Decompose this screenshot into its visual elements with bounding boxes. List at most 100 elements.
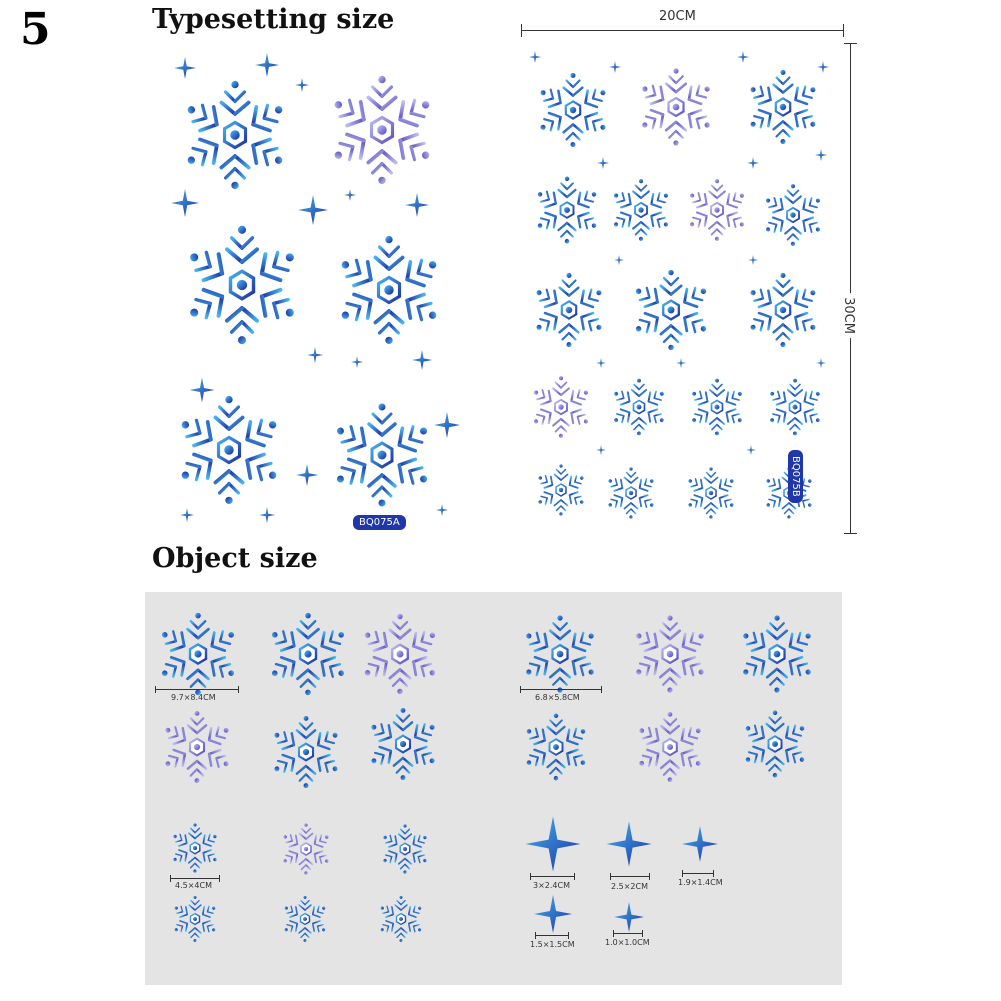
sparkle-star-icon <box>405 193 429 217</box>
snowflake-icon <box>176 396 282 503</box>
snowflake-icon <box>172 896 218 942</box>
sparkle-star-icon <box>180 508 194 522</box>
sparkle-star-icon <box>296 464 318 486</box>
sparkle-star-icon <box>298 195 328 225</box>
sparkle-star-icon <box>737 51 749 63</box>
sparkle-star-icon <box>746 445 756 455</box>
snowflake-icon <box>184 226 301 343</box>
snowflake-icon <box>329 76 435 183</box>
snowflake-icon <box>282 896 328 942</box>
size-label-star-5: 1.0×1.0CM <box>605 938 650 947</box>
snowflake-icon <box>636 712 705 781</box>
sparkle-star-icon <box>815 149 827 161</box>
snowflake-icon <box>182 81 288 188</box>
sparkle-star-icon <box>295 78 309 92</box>
snowflake-icon <box>767 379 823 435</box>
sparkle-star-icon <box>174 57 196 79</box>
sparkle-star-icon <box>412 350 432 370</box>
size-bar <box>535 932 569 939</box>
width-dimension-tick <box>521 24 522 37</box>
sparkle-star-icon <box>816 358 826 368</box>
size-bar <box>610 873 650 880</box>
snowflake-icon <box>531 376 592 437</box>
size-label-large-a: 9.7×8.4CM <box>171 693 216 702</box>
snowflake-icon <box>157 613 238 695</box>
height-dimension-tick <box>844 533 857 534</box>
sparkle-star-icon <box>259 507 275 523</box>
sparkle-star-icon <box>817 61 829 73</box>
sparkle-star-icon <box>747 157 759 169</box>
snowflake-icon <box>742 711 808 777</box>
sticker-sheet-b: BQ075B <box>521 45 839 533</box>
size-label-star-2: 2.5×2CM <box>611 882 649 891</box>
snowflake-icon <box>378 896 424 942</box>
snowflake-icon <box>267 613 348 695</box>
width-dimension-tick <box>843 24 844 37</box>
typesetting-heading: Typesetting size <box>152 4 395 35</box>
snowflake-icon <box>360 614 439 694</box>
size-label-star-3: 1.9×1.4CM <box>678 878 723 887</box>
sparkle-star-icon <box>171 189 199 217</box>
object-size-panel: 9.7×8.4CM 6.8×5.8CM 4.5×4CM 3×2.4CM 2.5×… <box>145 592 842 985</box>
sparkle-star-icon <box>676 358 686 368</box>
sparkle-star-icon <box>434 412 460 438</box>
sparkle-star-icon <box>534 895 572 933</box>
sparkle-star-icon <box>529 51 541 63</box>
width-dimension-label: 20CM <box>655 9 700 24</box>
size-bar <box>682 870 714 877</box>
sparkle-star-icon <box>344 189 356 201</box>
sparkle-star-icon <box>189 377 215 403</box>
snowflake-icon <box>281 824 332 875</box>
snowflake-icon <box>632 616 708 693</box>
snowflake-icon <box>638 69 714 146</box>
sparkle-star-icon <box>596 445 606 455</box>
size-label-star-1: 3×2.4CM <box>533 881 571 890</box>
snowflake-icon <box>523 714 589 780</box>
snowflake-icon <box>687 179 748 240</box>
snowflake-icon <box>611 179 672 240</box>
sparkle-star-icon <box>596 358 606 368</box>
page-number: 5 <box>20 4 51 55</box>
sparkle-star-icon <box>351 356 363 368</box>
sheet-a-code-badge: BQ075A <box>353 515 406 530</box>
snowflake-icon <box>271 716 342 787</box>
snowflake-icon <box>739 616 815 693</box>
snowflake-icon <box>331 404 432 506</box>
snowflake-icon <box>171 824 220 873</box>
snowflake-icon <box>522 616 598 693</box>
size-label-small-a: 4.5×4CM <box>175 881 213 890</box>
sparkle-star-icon <box>682 826 718 862</box>
snowflake-icon <box>536 465 587 516</box>
snowflake-icon <box>368 708 439 779</box>
size-bar <box>520 686 602 693</box>
snowflake-icon <box>689 379 745 435</box>
snowflake-icon <box>381 825 430 874</box>
size-bar <box>530 873 575 880</box>
snowflake-icon <box>747 273 820 346</box>
object-size-heading: Object size <box>152 543 318 574</box>
snowflake-icon <box>534 177 600 243</box>
object-size-artwork <box>145 592 842 985</box>
sparkle-star-icon <box>609 61 621 73</box>
sparkle-star-icon <box>614 902 644 932</box>
sparkle-star-icon <box>748 255 758 265</box>
size-bar <box>155 686 239 693</box>
width-dimension-line <box>521 30 843 31</box>
sticker-sheet-a: BQ075A <box>157 45 467 535</box>
size-label-star-4: 1.5×1.5CM <box>530 940 575 949</box>
sheet-b-code-badge: BQ075B <box>788 450 803 503</box>
snowflake-icon <box>537 73 610 146</box>
snowflake-icon <box>611 379 667 435</box>
snowflake-icon <box>606 468 657 519</box>
size-bar <box>613 930 643 937</box>
height-dimension-line <box>850 43 851 533</box>
sparkle-star-icon <box>525 816 581 872</box>
height-dimension-label: 30CM <box>840 293 856 338</box>
size-label-large-b: 6.8×5.8CM <box>535 693 580 702</box>
sparkle-star-icon <box>606 821 652 867</box>
snowflake-icon <box>763 184 824 245</box>
sparkle-star-icon <box>255 53 279 77</box>
sparkle-star-icon <box>436 504 448 516</box>
snowflake-icon <box>162 711 233 782</box>
snowflake-icon <box>336 236 442 343</box>
